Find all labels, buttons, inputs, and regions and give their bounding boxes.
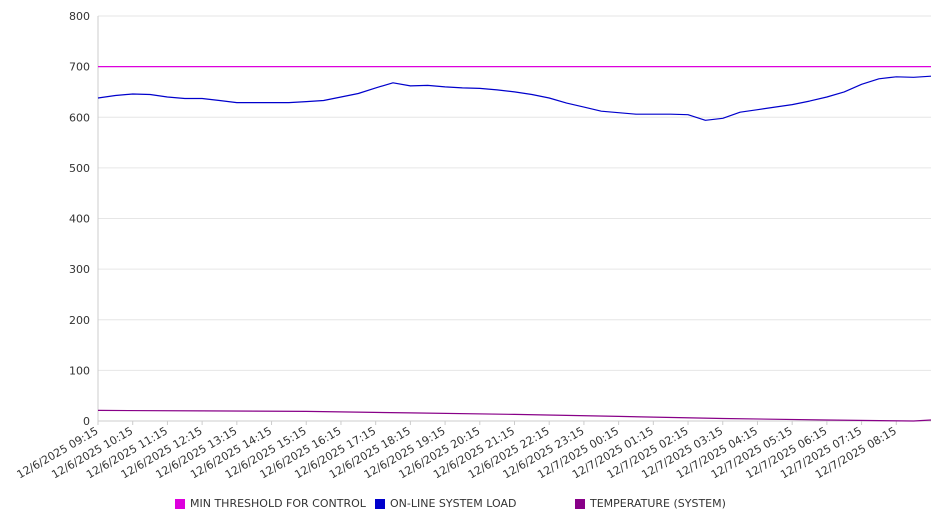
legend-item-min-threshold[interactable]: MIN THRESHOLD FOR CONTROL (175, 497, 366, 510)
y-tick-label-700: 700 (69, 61, 90, 74)
y-tick-label-200: 200 (69, 314, 90, 327)
series-line-temperature (97, 409, 932, 422)
y-axis: 0 100 200 300 400 500 600 700 800 (69, 10, 90, 428)
series-line-system-load (97, 75, 932, 121)
legend-label-system-load: ON-LINE SYSTEM LOAD (390, 497, 517, 510)
y-tick-label-500: 500 (69, 162, 90, 175)
series-layer (97, 65, 932, 422)
legend-label-min-threshold: MIN THRESHOLD FOR CONTROL (190, 497, 366, 510)
legend-swatch-system-load (375, 498, 385, 509)
y-tick-label-600: 600 (69, 111, 90, 124)
y-tick-label-400: 400 (69, 213, 90, 226)
legend-swatch-temperature (575, 498, 585, 509)
legend-item-temperature[interactable]: TEMPERATURE (SYSTEM) (575, 497, 726, 510)
legend-label-temperature: TEMPERATURE (SYSTEM) (590, 497, 726, 510)
y-tick-label-100: 100 (69, 364, 90, 377)
y-tick-label-800: 800 (69, 10, 90, 23)
gridlines (98, 15, 931, 371)
legend: MIN THRESHOLD FOR CONTROL ON-LINE SYSTEM… (0, 497, 946, 515)
legend-item-system-load[interactable]: ON-LINE SYSTEM LOAD (375, 497, 516, 510)
y-tick-label-0: 0 (83, 415, 90, 428)
legend-swatch-min-threshold (175, 498, 185, 509)
y-tick-label-300: 300 (69, 263, 90, 276)
